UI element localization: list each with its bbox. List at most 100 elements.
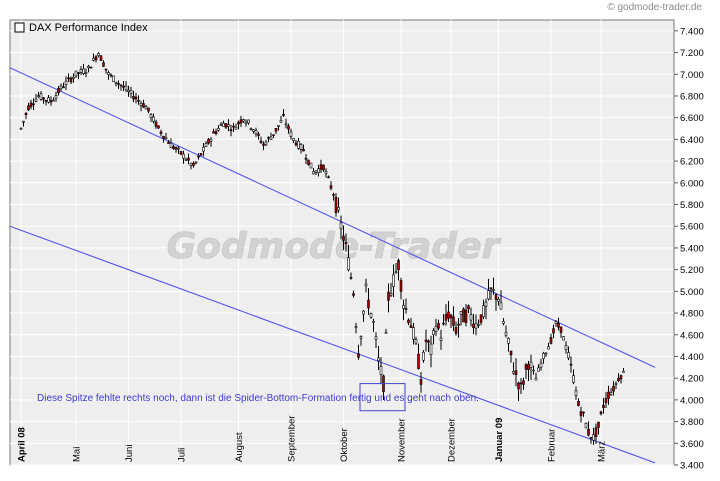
candle-body: [492, 289, 495, 291]
candle-body: [402, 304, 405, 309]
candle-body: [419, 379, 423, 385]
x-tick-label: Juli: [177, 448, 188, 462]
candle-body: [72, 76, 75, 79]
candle-body: [209, 138, 213, 142]
trend-line-upper: [9, 67, 656, 368]
candle-body: [449, 314, 453, 319]
candle-body: [367, 299, 370, 309]
candle-body: [409, 325, 413, 328]
candle-body: [182, 153, 185, 159]
candle-body: [62, 86, 65, 89]
candle-body: [122, 85, 125, 88]
y-tick-label: 6.000: [680, 178, 704, 189]
y-tick-label: 7.000: [680, 70, 704, 81]
candle-body: [462, 308, 465, 323]
candle-body: [19, 127, 23, 130]
candle-body: [129, 90, 133, 94]
candle-body: [174, 147, 178, 150]
candle-body: [59, 85, 63, 90]
candle-body: [387, 291, 390, 301]
candle-body: [509, 350, 513, 356]
candle-body: [549, 337, 553, 344]
candle-body: [477, 324, 480, 326]
candle-body: [532, 369, 535, 372]
candle-body: [29, 102, 33, 107]
candle-body: [422, 352, 425, 361]
candle-body: [262, 143, 265, 146]
candle-body: [439, 337, 443, 341]
candle-body: [84, 72, 88, 74]
candle-body: [304, 157, 308, 160]
candle-body: [502, 321, 505, 324]
candle-body: [79, 69, 83, 73]
candle-body: [599, 411, 603, 414]
candle-body: [204, 143, 208, 147]
candle-body: [369, 313, 373, 318]
candle-body: [479, 314, 483, 323]
candle-body: [172, 146, 175, 149]
candle-body: [537, 367, 540, 372]
candle-body: [589, 436, 593, 439]
candle-body: [484, 301, 488, 307]
candle-body: [529, 361, 533, 368]
candle-body: [147, 107, 150, 112]
candle-body: [414, 339, 418, 344]
candle-body: [287, 125, 290, 130]
candle-body: [527, 364, 530, 371]
y-tick-label: 7.400: [680, 26, 704, 37]
candle-body: [32, 103, 35, 105]
x-tick-label: August: [234, 432, 245, 462]
candle-body: [92, 58, 95, 61]
candle-body: [507, 338, 510, 344]
x-tick-label: September: [287, 416, 298, 462]
candle-body: [322, 164, 325, 171]
candle-body: [377, 357, 380, 361]
candle-body: [592, 434, 595, 441]
candle-body: [519, 382, 523, 385]
candle-body: [474, 322, 478, 329]
candle-body: [552, 328, 555, 334]
candle-body: [597, 421, 600, 428]
candle-body: [309, 162, 313, 169]
candle-body: [189, 162, 193, 166]
candle-body: [579, 411, 583, 417]
candle-body: [297, 141, 300, 149]
candle-body: [77, 72, 80, 74]
candle-body: [577, 400, 580, 406]
candle-body: [614, 383, 618, 385]
candle-body: [394, 271, 398, 274]
candle-body: [437, 323, 440, 329]
candle-body: [317, 168, 320, 173]
candle-body: [137, 100, 140, 102]
candle-body: [454, 327, 458, 334]
candle-body: [482, 305, 485, 318]
candle-body: [407, 319, 410, 324]
candle-body: [134, 96, 138, 100]
candle-body: [99, 55, 103, 61]
candle-body: [187, 157, 190, 161]
y-tick-label: 3.600: [680, 439, 704, 450]
candle-body: [117, 83, 120, 85]
candle-body: [159, 131, 163, 134]
candle-body: [202, 146, 205, 152]
candle-body: [269, 136, 273, 140]
candle-body: [239, 119, 243, 124]
candle-body: [427, 340, 430, 343]
candle-body: [494, 294, 498, 300]
candle-body: [42, 97, 45, 100]
candle-body: [139, 103, 143, 106]
candlesticks: [19, 52, 625, 445]
candle-body: [279, 120, 283, 123]
candle-body: [94, 56, 98, 61]
y-tick-label: 5.600: [680, 222, 704, 233]
candle-body: [299, 144, 303, 150]
candle-body: [267, 137, 270, 139]
candle-body: [284, 123, 288, 126]
candle-body: [329, 185, 333, 189]
candle-body: [34, 98, 38, 102]
y-tick-label: 6.400: [680, 135, 704, 146]
candle-body: [194, 161, 198, 164]
y-tick-label: 6.800: [680, 91, 704, 102]
candle-body: [517, 382, 520, 390]
